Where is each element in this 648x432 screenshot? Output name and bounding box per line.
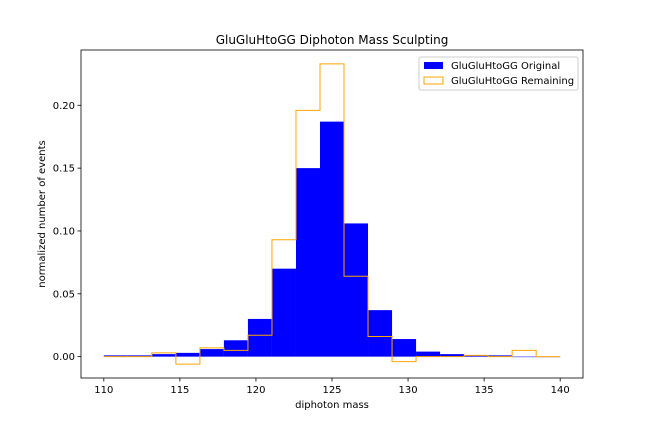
- ticks: 110 115 120 125 130 135 140 0.00 0.05 0.10 0.15 0.2…: [53, 101, 570, 396]
- bar-original-17: [512, 356, 537, 358]
- bar-original-8: [295, 168, 320, 357]
- bar-original-7: [271, 268, 296, 357]
- bar-original-4: [199, 349, 224, 357]
- bar-original-10: [344, 223, 369, 357]
- bar-original-12: [392, 339, 417, 357]
- bar-original-6: [247, 318, 272, 357]
- plot-area: [103, 63, 561, 365]
- y-tick-label-3: 0.15: [53, 164, 75, 175]
- x-tick-label-140: 140: [551, 385, 570, 396]
- legend-box: [418, 56, 579, 91]
- y-tick-label-0: 0.00: [53, 352, 75, 363]
- y-axis-label: normalized number of events: [37, 140, 48, 287]
- chart-title: GluGluHtoGG Diphoton Mass Sculpting: [216, 33, 449, 47]
- bar-original-15: [464, 355, 489, 357]
- x-axis-label: diphoton mass: [295, 400, 369, 411]
- bar-original-16: [488, 355, 513, 357]
- x-tick-label-135: 135: [475, 385, 494, 396]
- x-tick-label-110: 110: [94, 385, 113, 396]
- bar-original-1: [127, 355, 152, 357]
- y-tick-label-2: 0.10: [53, 226, 75, 237]
- x-tick-label-115: 115: [170, 385, 189, 396]
- step-line-remaining: [103, 63, 561, 365]
- bar-original-11: [368, 310, 393, 357]
- y-tick-label-1: 0.05: [53, 289, 75, 300]
- legend-swatch-1: [423, 76, 444, 85]
- legend: GluGluHtoGG Original GluGluHtoGG Remainin…: [418, 56, 579, 91]
- x-tick-label-125: 125: [322, 385, 341, 396]
- bar-original-9: [319, 121, 345, 357]
- y-tick-label-4: 0.20: [53, 101, 75, 112]
- bar-original-5: [223, 340, 248, 357]
- bar-original-0: [103, 355, 128, 357]
- bar-original-3: [175, 352, 200, 357]
- legend-swatch-0: [424, 62, 443, 69]
- bar-original-14: [440, 354, 465, 357]
- x-tick-label-120: 120: [246, 385, 265, 396]
- x-tick-label-130: 130: [399, 385, 418, 396]
- legend-label-0: GluGluHtoGG Original: [451, 61, 560, 72]
- bar-original-2: [151, 354, 176, 357]
- bar-original-13: [416, 351, 441, 357]
- legend-label-1: GluGluHtoGG Remaining: [451, 76, 574, 87]
